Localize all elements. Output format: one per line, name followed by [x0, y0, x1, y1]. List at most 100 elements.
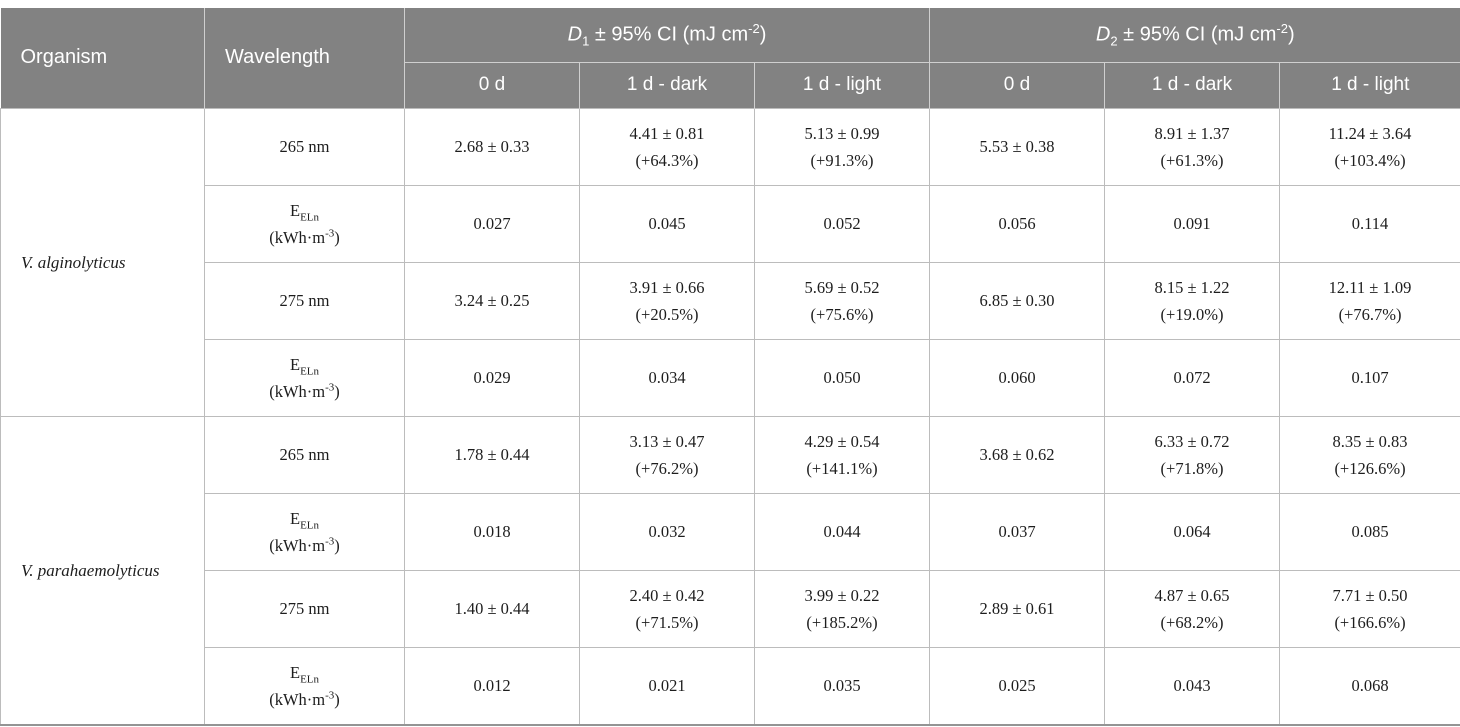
energy-cell: 0.034 [579, 338, 755, 417]
dose-value: 4.87 ± 0.65 [1154, 585, 1230, 605]
dose-value: 4.41 ± 0.81 [629, 123, 705, 143]
d2-symbol: D [1095, 23, 1111, 46]
table-row: 275 nm 1.40 ± 0.44 2.40 ± 0.42 (+71.5%) 3… [1, 569, 1460, 648]
dose-response-table: Organism Wavelength D1 ± 95% CI (mJ cm-2… [0, 8, 1460, 726]
energy-cell: 0.056 [929, 184, 1106, 263]
table-row: EELn (kWh·m-3) 0.027 0.045 0.052 0.056 0… [1, 184, 1460, 263]
dose-value: 11.24 ± 3.64 [1328, 123, 1412, 143]
energy-label-cell: EELn (kWh·m-3) [204, 646, 405, 725]
energy-cell: 0.052 [753, 184, 931, 263]
dose-value: 2.68 ± 0.33 [454, 137, 530, 156]
energy-cell: 0.021 [579, 646, 755, 725]
dose-cell: 8.35 ± 0.83 (+126.6%) [1279, 415, 1460, 494]
organism-cell: V. alginolyticus [0, 107, 205, 417]
table-row: EELn (kWh·m-3) 0.012 0.021 0.035 0.025 0… [1, 646, 1460, 725]
energy-cell: 0.029 [404, 338, 580, 417]
dose-value: 2.40 ± 0.42 [629, 585, 705, 605]
energy-cell: 0.114 [1279, 184, 1460, 263]
dose-percent: (+64.3%) [635, 150, 699, 170]
dose-cell: 3.24 ± 0.25 [404, 261, 580, 340]
energy-cell: 0.107 [1279, 338, 1460, 417]
dose-percent: (+68.2%) [1160, 612, 1224, 632]
wavelength-cell: 265 nm [204, 415, 405, 494]
dose-cell: 5.13 ± 0.99 (+91.3%) [753, 107, 931, 186]
energy-cell: 0.037 [929, 492, 1106, 571]
dose-percent: (+61.3%) [1160, 150, 1224, 170]
energy-cell: 0.032 [579, 492, 755, 571]
d2-0d-header: 0 d [929, 62, 1105, 108]
dose-cell: 5.69 ± 0.52 (+75.6%) [753, 261, 931, 340]
dose-percent: (+91.3%) [810, 150, 874, 170]
energy-cell: 0.064 [1104, 492, 1281, 571]
table-row: 275 nm 3.24 ± 0.25 3.91 ± 0.66 (+20.5%) 5… [1, 261, 1460, 340]
table-header: Organism Wavelength D1 ± 95% CI (mJ cm-2… [0, 8, 1460, 108]
dose-cell: 6.33 ± 0.72 (+71.8%) [1104, 415, 1281, 494]
dose-percent: (+126.6%) [1334, 458, 1406, 478]
dose-cell: 1.40 ± 0.44 [404, 569, 580, 648]
dose-percent: (+71.5%) [635, 612, 699, 632]
dose-value: 1.78 ± 0.44 [454, 445, 530, 464]
dose-cell: 8.91 ± 1.37 (+61.3%) [1104, 107, 1281, 186]
energy-label-cell: EELn (kWh·m-3) [204, 338, 405, 417]
d1-symbol: D [567, 23, 583, 46]
table-row: EELn (kWh·m-3) 0.018 0.032 0.044 0.037 0… [1, 492, 1460, 571]
dose-value: 6.85 ± 0.30 [979, 291, 1055, 310]
d2-1d-dark-header: 1 d - dark [1104, 62, 1280, 108]
dose-value: 3.99 ± 0.22 [804, 585, 880, 605]
dose-value: 7.71 ± 0.50 [1332, 585, 1408, 605]
energy-label-cell: EELn (kWh·m-3) [204, 184, 405, 263]
dose-cell: 2.40 ± 0.42 (+71.5%) [579, 569, 755, 648]
d1-0d-header: 0 d [404, 62, 580, 108]
energy-cell: 0.044 [753, 492, 931, 571]
dose-cell: 8.15 ± 1.22 (+19.0%) [1104, 261, 1281, 340]
dose-value: 3.68 ± 0.62 [979, 445, 1055, 464]
dose-value: 5.69 ± 0.52 [804, 277, 880, 297]
energy-cell: 0.068 [1279, 646, 1460, 725]
energy-cell: 0.025 [929, 646, 1106, 725]
organism-column-header: Organism [0, 8, 205, 108]
dose-cell: 6.85 ± 0.30 [929, 261, 1106, 340]
table-row: V. alginolyticus 265 nm 2.68 ± 0.33 4.41… [0, 107, 1460, 417]
d2-1d-light-header: 1 d - light [1279, 62, 1460, 108]
dose-percent: (+103.4%) [1334, 150, 1406, 170]
energy-cell: 0.035 [753, 646, 931, 725]
energy-cell: 0.085 [1279, 492, 1460, 571]
dose-value: 8.35 ± 0.83 [1332, 431, 1408, 451]
wavelength-cell: 265 nm [204, 107, 405, 186]
d1-1d-light-header: 1 d - light [753, 62, 930, 108]
d2-group-header: D2 ± 95% CI (mJ cm-2) [929, 8, 1460, 63]
dose-value: 8.91 ± 1.37 [1154, 123, 1230, 143]
dose-value: 3.13 ± 0.47 [629, 431, 705, 451]
wavelength-cell: 275 nm [204, 261, 405, 340]
dose-cell: 4.29 ± 0.54 (+141.1%) [753, 415, 931, 494]
dose-value: 3.24 ± 0.25 [454, 291, 530, 310]
energy-label-cell: EELn (kWh·m-3) [204, 492, 405, 571]
dose-cell: 4.41 ± 0.81 (+64.3%) [579, 107, 755, 186]
table-row: EELn (kWh·m-3) 0.029 0.034 0.050 0.060 0… [1, 338, 1460, 417]
d1-group-header: D1 ± 95% CI (mJ cm-2) [403, 8, 930, 63]
energy-cell: 0.045 [579, 184, 755, 263]
dose-cell: 1.78 ± 0.44 [404, 415, 580, 494]
energy-cell: 0.043 [1104, 646, 1281, 725]
energy-cell: 0.091 [1104, 184, 1281, 263]
dose-cell: 3.99 ± 0.22 (+185.2%) [753, 569, 931, 648]
energy-cell: 0.050 [753, 338, 931, 417]
dose-value: 3.91 ± 0.66 [629, 277, 705, 297]
dose-cell: 11.24 ± 3.64 (+103.4%) [1279, 107, 1460, 186]
dose-percent: (+20.5%) [635, 304, 699, 324]
dose-cell: 3.91 ± 0.66 (+20.5%) [579, 261, 755, 340]
dose-percent: (+76.2%) [635, 458, 699, 478]
dose-value: 1.40 ± 0.44 [454, 599, 530, 618]
energy-cell: 0.060 [929, 338, 1106, 417]
dose-cell: 3.68 ± 0.62 [929, 415, 1106, 494]
table-row: V. parahaemolyticus 265 nm 1.78 ± 0.44 3… [0, 415, 1460, 725]
wavelength-cell: 275 nm [204, 569, 405, 648]
dose-value: 4.29 ± 0.54 [804, 431, 880, 451]
table-body: V. alginolyticus 265 nm 2.68 ± 0.33 4.41… [0, 107, 1460, 725]
dose-value: 8.15 ± 1.22 [1154, 277, 1230, 297]
dose-percent: (+166.6%) [1334, 612, 1406, 632]
energy-cell: 0.012 [404, 646, 580, 725]
dose-cell: 2.89 ± 0.61 [929, 569, 1106, 648]
dose-value: 5.13 ± 0.99 [804, 123, 880, 143]
